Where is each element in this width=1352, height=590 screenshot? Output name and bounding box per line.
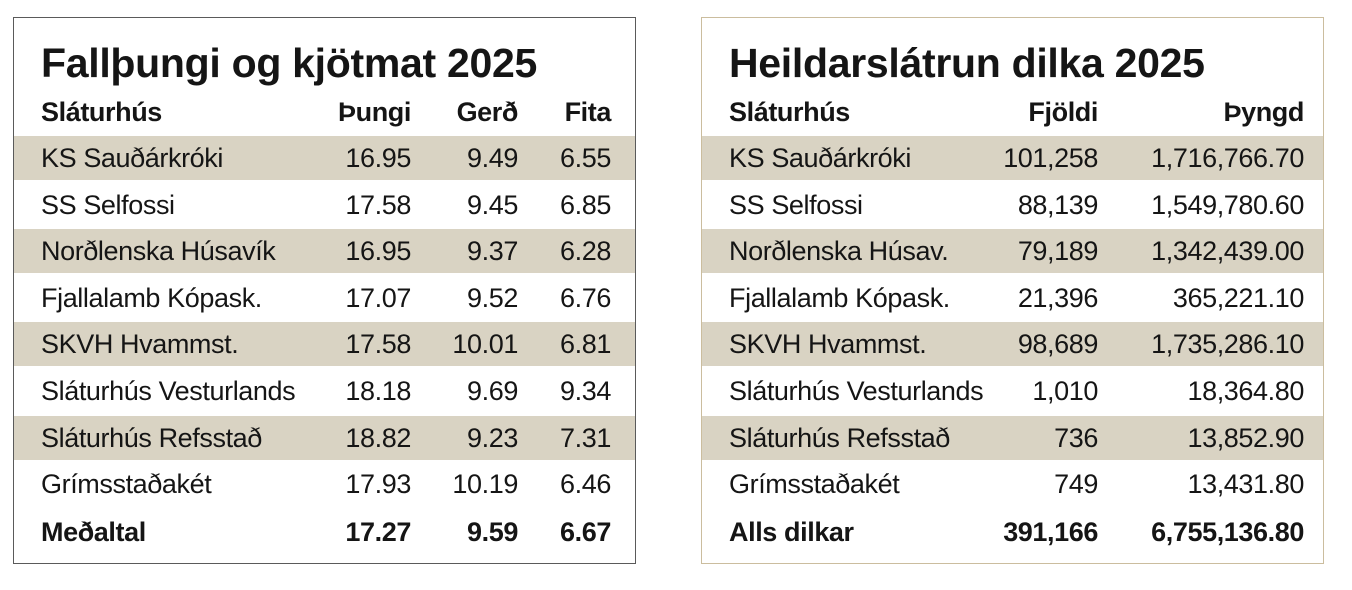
total-slaughter-value-cell: 365,221.10 (1172, 282, 1305, 313)
carcass-weight-value-cell: Fita (564, 97, 612, 127)
total-slaughter-name-cell: Alls dilkar (729, 516, 854, 547)
carcass-weight-value-cell: 6.46 (560, 469, 611, 500)
total-slaughter-row: Fjallalamb Kópask. 21,396 365,221.10 (702, 276, 1323, 320)
total-slaughter-value-cell: 101,258 (1003, 143, 1098, 173)
total-slaughter-name-cell: Grímsstaðakét (729, 469, 900, 500)
carcass-weight-row: Sláturhús Refsstað 18.82 9.23 7.31 (14, 415, 635, 460)
total-slaughter-value-cell: 18,364.80 (1187, 376, 1304, 406)
total-slaughter-name-cell: Fjallalamb Kópask. (729, 282, 950, 313)
carcass-weight-value-cell: 16.95 (345, 143, 411, 173)
total-slaughter-value-cell: Þyngd (1223, 97, 1304, 127)
carcass-weight-row: Fjallalamb Kópask. 17.07 9.52 6.76 (14, 276, 635, 320)
carcass-weight-value-cell: 6.81 (560, 329, 611, 360)
carcass-weight-name-cell: Sláturhús Vesturlands (41, 376, 296, 406)
total-slaughter-name-cell: Sláturhús Refsstað (729, 422, 950, 453)
total-slaughter-row: KS Sauðárkróki 101,258 1,716,766.70 (702, 136, 1323, 180)
total-slaughter-value-cell: 21,396 (1017, 282, 1099, 313)
carcass-weight-value-cell: 9.45 (467, 189, 518, 220)
carcass-weight-row: SS Selfossi 17.58 9.45 6.85 (14, 183, 635, 227)
carcass-weight-value-cell: 9.23 (467, 422, 518, 453)
total-slaughter-name-cell: Norðlenska Húsav. (729, 236, 949, 267)
carcass-weight-value-cell: 6.85 (560, 189, 611, 220)
total-slaughter-value-cell: 13,431.80 (1187, 469, 1304, 500)
carcass-weight-value-cell: 17.58 (345, 189, 411, 220)
carcass-weight-value-cell: 9.69 (467, 376, 518, 406)
total-slaughter-value-cell: 1,342,439.00 (1151, 236, 1304, 267)
carcass-weight-value-cell: 18.18 (345, 376, 411, 406)
total-slaughter-value-cell: 1,010 (1032, 376, 1098, 406)
carcass-weight-value-cell: 6.76 (560, 282, 611, 313)
total-slaughter-name-cell: Sláturhús (729, 97, 850, 127)
total-slaughter-value-cell: 391,166 (1003, 516, 1098, 547)
total-slaughter-value-cell: 88,139 (1017, 189, 1099, 220)
carcass-weight-name-cell: SS Selfossi (41, 189, 175, 220)
total-slaughter-value-cell: 13,852.90 (1187, 422, 1304, 453)
carcass-weight-name-cell: Sláturhús (41, 97, 162, 127)
carcass-weight-row: Norðlenska Húsavík 16.95 9.37 6.28 (14, 229, 635, 274)
total-slaughter-value-cell: Fjöldi (1028, 97, 1098, 127)
total-slaughter-row: SKVH Hvammst. 98,689 1,735,286.10 (702, 322, 1323, 367)
carcass-weight-name-cell: Meðaltal (41, 516, 146, 547)
total-slaughter-row: Norðlenska Húsav. 79,189 1,342,439.00 (702, 229, 1323, 274)
total-slaughter-table-panel: Heildarslátrun dilka 2025 Sláturhús Fjöld… (701, 17, 1324, 564)
carcass-weight-value-cell: 17.27 (345, 516, 411, 547)
carcass-weight-value-cell: 16.95 (345, 236, 411, 267)
carcass-weight-row: Grímsstaðakét 17.93 10.19 6.46 (14, 462, 635, 506)
carcass-weight-value-cell: 10.01 (452, 329, 518, 360)
carcass-weight-name-cell: Grímsstaðakét (41, 469, 212, 500)
carcass-weight-table-title: Fallþungi og kjötmat 2025 (41, 40, 537, 86)
total-slaughter-value-cell: 6,755,136.80 (1151, 516, 1304, 547)
carcass-weight-value-cell: 6.55 (560, 143, 611, 173)
total-slaughter-header-row: Sláturhús Fjöldi Þyngd (702, 90, 1323, 134)
carcass-weight-value-cell: 6.67 (560, 516, 611, 547)
carcass-weight-value-cell: 17.93 (345, 469, 411, 500)
carcass-weight-value-cell: 17.58 (345, 329, 411, 360)
total-slaughter-name-cell: SKVH Hvammst. (729, 329, 927, 360)
carcass-weight-row: SKVH Hvammst. 17.58 10.01 6.81 (14, 322, 635, 367)
carcass-weight-row: Sláturhús Vesturlands 18.18 9.69 9.34 (14, 369, 635, 413)
carcass-weight-name-cell: Fjallalamb Kópask. (41, 282, 262, 313)
total-slaughter-name-cell: SS Selfossi (729, 189, 863, 220)
total-slaughter-row: Sláturhús Vesturlands 1,010 18,364.80 (702, 369, 1323, 413)
total-slaughter-name-cell: KS Sauðárkróki (729, 143, 911, 173)
carcass-weight-name-cell: SKVH Hvammst. (41, 329, 239, 360)
carcass-weight-name-cell: KS Sauðárkróki (41, 143, 223, 173)
total-slaughter-table-title: Heildarslátrun dilka 2025 (729, 40, 1205, 86)
total-slaughter-value-cell: 98,689 (1017, 329, 1099, 360)
carcass-weight-value-cell: 9.49 (467, 143, 518, 173)
total-slaughter-value-cell: 79,189 (1017, 236, 1099, 267)
carcass-weight-value-cell: 7.31 (560, 422, 611, 453)
carcass-weight-value-cell: 9.34 (560, 376, 611, 406)
carcass-weight-value-cell: 10.19 (452, 469, 518, 500)
total-slaughter-row: SS Selfossi 88,139 1,549,780.60 (702, 183, 1323, 227)
total-slaughter-value-cell: 1,716,766.70 (1151, 143, 1304, 173)
total-slaughter-value-cell: 1,549,780.60 (1151, 189, 1304, 220)
carcass-weight-value-cell: 6.28 (560, 236, 611, 267)
total-slaughter-value-cell: 736 (1054, 422, 1098, 453)
carcass-weight-value-cell: 9.52 (467, 282, 518, 313)
carcass-weight-value-cell: Þungi (338, 97, 411, 127)
total-slaughter-row: Grímsstaðakét 749 13,431.80 (702, 462, 1323, 506)
carcass-weight-row: KS Sauðárkróki 16.95 9.49 6.55 (14, 136, 635, 180)
carcass-weight-header-row: Sláturhús Þungi Gerð Fita (14, 90, 635, 134)
carcass-weight-value-cell: 18.82 (345, 422, 411, 453)
total-slaughter-value-cell: 1,735,286.10 (1151, 329, 1304, 360)
carcass-weight-value-cell: 17.07 (345, 282, 411, 313)
carcass-weight-value-cell: Gerð (456, 97, 519, 127)
carcass-weight-value-cell: 9.59 (467, 516, 518, 547)
carcass-weight-name-cell: Sláturhús Refsstað (41, 422, 262, 453)
total-slaughter-name-cell: Sláturhús Vesturlands (729, 376, 984, 406)
carcass-weight-value-cell: 9.37 (467, 236, 518, 267)
carcass-weight-total-row: Meðaltal 17.27 9.59 6.67 (14, 510, 635, 554)
total-slaughter-total-row: Alls dilkar 391,166 6,755,136.80 (702, 510, 1323, 554)
carcass-weight-name-cell: Norðlenska Húsavík (41, 236, 276, 267)
total-slaughter-row: Sláturhús Refsstað 736 13,852.90 (702, 415, 1323, 460)
carcass-weight-table-panel: Fallþungi og kjötmat 2025 Sláturhús Þungi… (13, 17, 636, 564)
total-slaughter-value-cell: 749 (1054, 469, 1098, 500)
